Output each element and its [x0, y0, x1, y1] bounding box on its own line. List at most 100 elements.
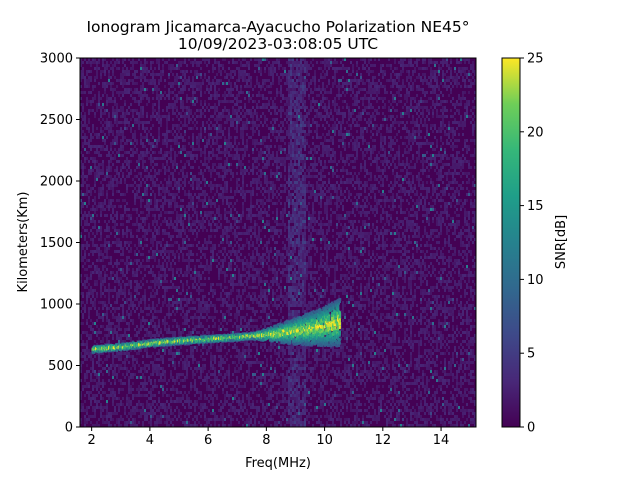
heatmap-cell — [136, 139, 138, 142]
heatmap-cell — [128, 382, 130, 385]
heatmap-cell — [138, 172, 140, 175]
heatmap-cell — [148, 403, 150, 406]
heatmap-cell — [212, 388, 214, 391]
heatmap-cell — [160, 421, 162, 424]
heatmap-cell — [134, 259, 136, 262]
heatmap-cell — [242, 142, 244, 145]
heatmap-cell — [212, 184, 214, 187]
heatmap-cell — [238, 109, 240, 112]
heatmap-cell — [174, 331, 176, 334]
heatmap-cell — [158, 127, 160, 130]
heatmap-cell — [234, 118, 236, 121]
heatmap-cell — [92, 415, 94, 418]
heatmap-cell — [138, 187, 140, 190]
heatmap-cell — [178, 181, 180, 184]
heatmap-cell — [134, 271, 136, 274]
heatmap-cell — [166, 304, 168, 307]
heatmap-cell — [170, 91, 172, 94]
heatmap-cell — [116, 79, 118, 82]
heatmap-cell — [108, 70, 110, 73]
heatmap-cell — [222, 187, 224, 190]
heatmap-cell — [228, 310, 230, 313]
heatmap-cell — [144, 67, 146, 70]
heatmap-cell — [150, 286, 152, 289]
heatmap-cell — [148, 304, 150, 307]
heatmap-cell — [116, 241, 118, 244]
heatmap-cell — [162, 415, 164, 418]
heatmap-cell — [188, 217, 190, 220]
heatmap-cell — [102, 391, 104, 394]
heatmap-cell — [132, 124, 134, 127]
heatmap-cell — [124, 340, 126, 343]
heatmap-cell — [144, 229, 146, 232]
heatmap-cell — [188, 160, 190, 163]
heatmap-cell — [220, 322, 222, 325]
heatmap-cell — [118, 280, 120, 283]
heatmap-cell — [120, 109, 122, 112]
heatmap-cell — [236, 121, 238, 124]
heatmap-cell — [112, 364, 114, 367]
heatmap-cell — [118, 160, 120, 163]
heatmap-cell — [196, 202, 198, 205]
heatmap-cell — [158, 121, 160, 124]
heatmap-cell — [238, 190, 240, 193]
heatmap-cell — [104, 289, 106, 292]
heatmap-cell — [108, 388, 110, 391]
heatmap-cell — [152, 265, 154, 268]
heatmap-cell — [238, 115, 240, 118]
heatmap-cell — [138, 124, 140, 127]
heatmap-cell — [190, 406, 192, 409]
heatmap-cell — [120, 97, 122, 100]
heatmap-cell — [224, 316, 226, 319]
heatmap-cell — [194, 358, 196, 361]
heatmap-cell — [162, 67, 164, 70]
heatmap-cell — [98, 169, 100, 172]
heatmap-cell — [236, 118, 238, 121]
heatmap-cell — [236, 172, 238, 175]
heatmap-cell — [142, 382, 144, 385]
heatmap-cell — [186, 358, 188, 361]
heatmap-cell — [142, 106, 144, 109]
heatmap-cell — [192, 301, 194, 304]
heatmap-cell — [218, 349, 220, 352]
heatmap-cell — [202, 175, 204, 178]
heatmap-cell — [204, 247, 206, 250]
heatmap-cell — [180, 82, 182, 85]
heatmap-cell — [116, 91, 118, 94]
heatmap-cell — [222, 319, 224, 322]
heatmap-cell — [150, 280, 152, 283]
heatmap-cell — [128, 352, 130, 355]
heatmap-cell — [124, 334, 126, 337]
heatmap-cell — [102, 367, 104, 370]
heatmap-cell — [206, 379, 208, 382]
heatmap-cell — [190, 85, 192, 88]
heatmap-cell — [214, 355, 216, 358]
heatmap-cell — [174, 157, 176, 160]
heatmap-cell — [226, 232, 228, 235]
heatmap-cell — [152, 307, 154, 310]
heatmap-cell — [242, 376, 244, 379]
heatmap-cell — [224, 400, 226, 403]
heatmap-cell — [172, 193, 174, 196]
heatmap-cell — [158, 259, 160, 262]
heatmap-cell — [90, 109, 92, 112]
heatmap-cell — [220, 193, 222, 196]
heatmap-cell — [178, 373, 180, 376]
heatmap-cell — [166, 412, 168, 415]
heatmap-cell — [154, 337, 156, 340]
heatmap-cell — [126, 160, 128, 163]
heatmap-cell — [84, 385, 86, 388]
heatmap-cell — [190, 166, 192, 169]
heatmap-cell — [106, 334, 108, 337]
heatmap-cell — [142, 136, 144, 139]
heatmap-cell — [238, 271, 240, 274]
heatmap-cell — [154, 226, 156, 229]
heatmap-cell — [154, 172, 156, 175]
heatmap-cell — [226, 181, 228, 184]
heatmap-cell — [94, 301, 96, 304]
heatmap-cell — [98, 301, 100, 304]
heatmap-cell — [82, 76, 84, 79]
heatmap-cell — [144, 289, 146, 292]
heatmap-cell — [142, 295, 144, 298]
heatmap-cell — [90, 397, 92, 400]
